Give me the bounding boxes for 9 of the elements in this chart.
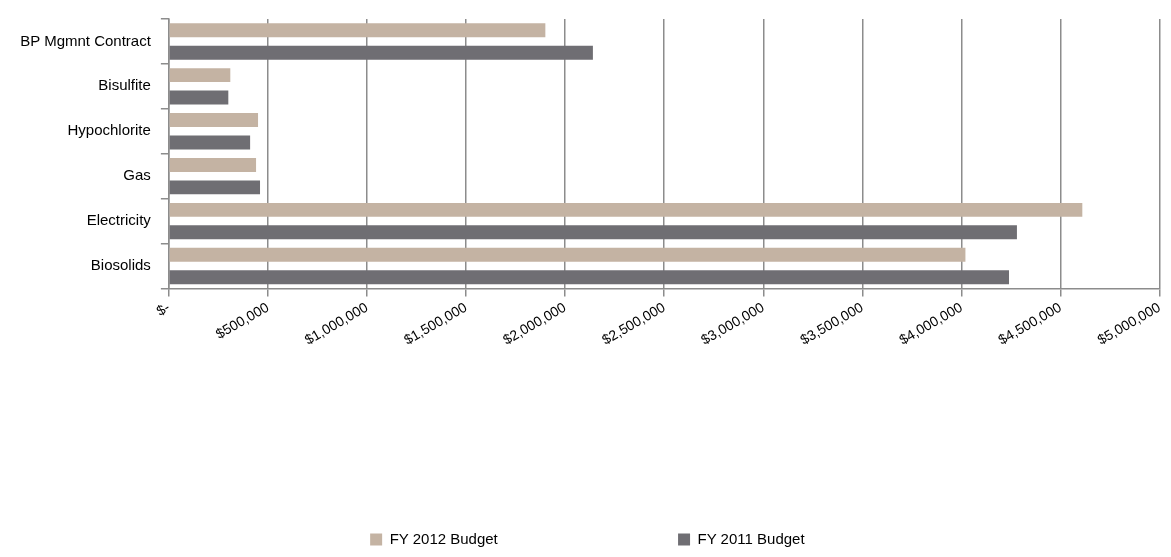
y-tick-label: Biosolids [90, 256, 151, 274]
legend-label: FY 2012 Budget [389, 529, 499, 547]
y-tick-label: Electricity [86, 211, 152, 229]
y-tick-label: BP Mgmnt Contract [20, 31, 152, 49]
legend-label: FY 2011 Budget [697, 529, 806, 547]
y-tick-label: Bisulfite [98, 76, 151, 94]
y-tick-label: Gas [123, 166, 151, 184]
x-tick-label: $- [153, 298, 173, 319]
y-tick-label: Hypochlorite [67, 121, 151, 139]
